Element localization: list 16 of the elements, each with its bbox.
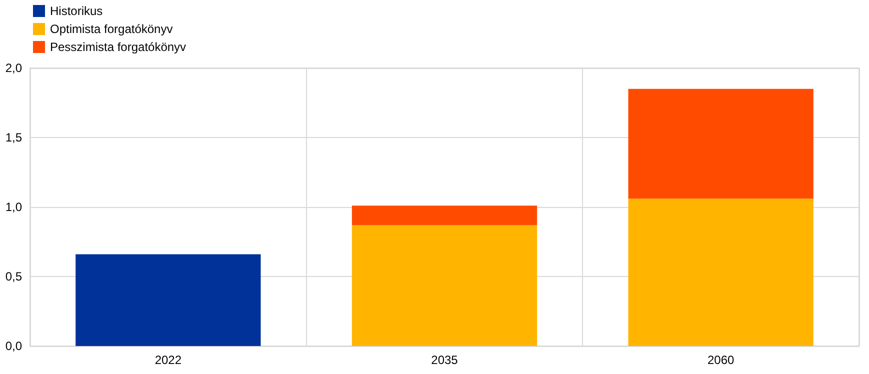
y-tick-label: 1,0 xyxy=(5,200,22,214)
bar xyxy=(352,225,538,346)
x-tick-label: 2060 xyxy=(707,353,735,367)
legend-label: Optimista forgatókönyv xyxy=(50,22,173,36)
y-tick-label: 0,0 xyxy=(5,339,22,353)
y-tick-label: 1,5 xyxy=(5,130,22,144)
bar xyxy=(628,198,814,346)
legend-label: Pesszimista forgatókönyv xyxy=(50,40,186,54)
bar xyxy=(352,206,538,226)
x-tick-label: 2022 xyxy=(154,353,182,367)
y-tick-label: 0,5 xyxy=(5,270,22,284)
y-tick-label: 2,0 xyxy=(5,61,22,75)
bar xyxy=(76,254,261,346)
legend-label: Historikus xyxy=(50,4,103,18)
x-tick-label: 2035 xyxy=(431,353,458,367)
bar xyxy=(628,88,814,199)
